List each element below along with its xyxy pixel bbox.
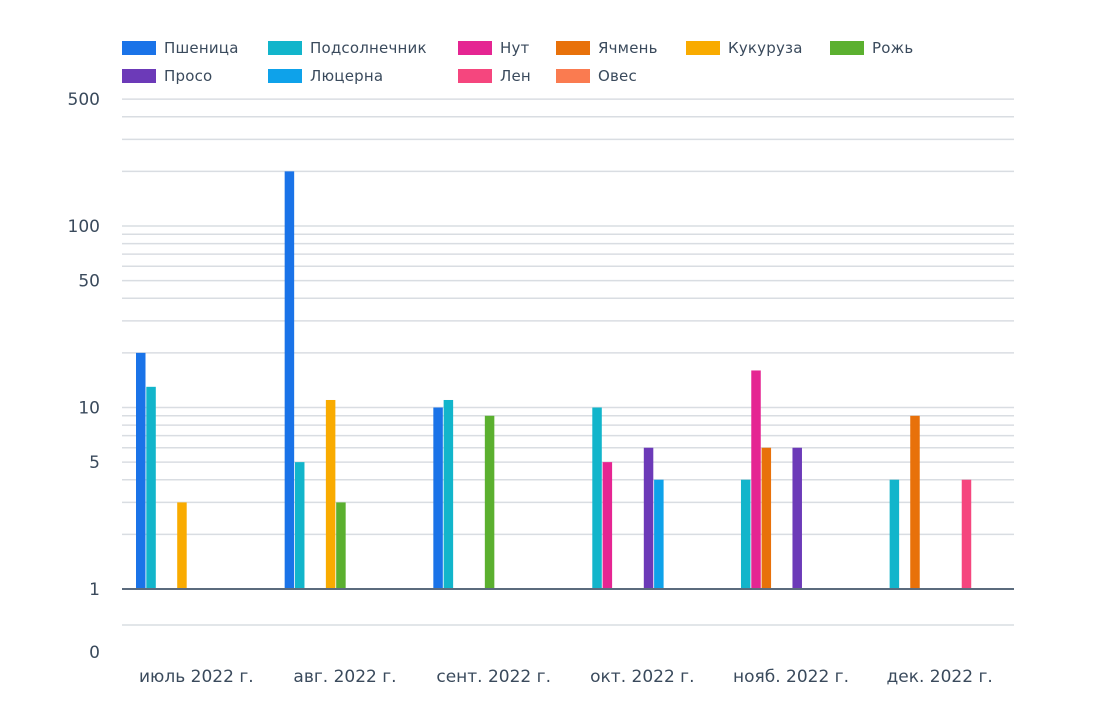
bar[interactable] <box>889 479 900 589</box>
legend-swatch <box>458 69 492 83</box>
legend-label: Пшеница <box>164 39 239 57</box>
x-tick-label: сент. 2022 г. <box>436 667 551 687</box>
bar[interactable] <box>325 399 336 589</box>
y-tick-label: 500 <box>68 90 100 110</box>
bar[interactable] <box>654 479 664 589</box>
legend-item[interactable]: Подсолнечник <box>268 39 458 57</box>
y-tick-label: 50 <box>78 272 100 292</box>
legend-swatch <box>556 69 590 83</box>
legend-item[interactable]: Рожь <box>830 39 930 57</box>
x-tick-label: июль 2022 г. <box>139 667 254 687</box>
legend-item[interactable]: Кукуруза <box>686 39 830 57</box>
legend-label: Лен <box>500 67 531 85</box>
bar[interactable] <box>294 462 305 589</box>
legend-swatch <box>268 69 302 83</box>
legend-swatch <box>268 41 302 55</box>
bar[interactable] <box>761 447 772 589</box>
legend-item[interactable]: Люцерна <box>268 67 458 85</box>
x-tick-label: окт. 2022 г. <box>590 667 694 687</box>
legend-swatch <box>686 41 720 55</box>
legend-label: Овес <box>598 67 637 85</box>
legend-label: Люцерна <box>310 67 384 85</box>
y-tick-label: 0 <box>89 643 100 663</box>
bar[interactable] <box>592 407 602 590</box>
bar[interactable] <box>602 462 613 589</box>
bar[interactable] <box>484 415 495 589</box>
bar[interactable] <box>136 352 146 589</box>
legend-swatch <box>122 69 156 83</box>
legend-swatch <box>122 41 156 55</box>
bar[interactable] <box>177 502 187 589</box>
gridlines <box>122 98 1014 626</box>
legend-swatch <box>830 41 864 55</box>
legend-label: Кукуруза <box>728 39 803 57</box>
y-tick-label: 5 <box>89 453 100 473</box>
bar[interactable] <box>284 171 295 590</box>
bar[interactable] <box>751 370 761 589</box>
x-axis: июль 2022 г. авг. 2022 г. сент. 2022 г. окт… <box>139 667 993 687</box>
x-tick-label: нояб. 2022 г. <box>733 667 849 687</box>
bar[interactable] <box>336 502 346 589</box>
legend: Пшеница Подсолнечник Нут Ячмень Кукуруза Рожь… <box>122 34 1022 90</box>
bar[interactable] <box>433 407 443 590</box>
bar[interactable] <box>961 479 972 589</box>
legend-item[interactable]: Ячмень <box>556 39 686 57</box>
bar[interactable] <box>146 386 156 589</box>
bar[interactable] <box>740 479 751 589</box>
legend-swatch <box>556 41 590 55</box>
bar[interactable] <box>643 447 654 589</box>
legend-row: Просо Люцерна Лен Овес <box>122 62 1022 90</box>
x-tick-label: авг. 2022 г. <box>293 667 396 687</box>
legend-label: Рожь <box>872 39 914 57</box>
bar[interactable] <box>910 415 920 589</box>
legend-item[interactable]: Овес <box>556 67 686 85</box>
legend-item[interactable]: Лен <box>458 67 556 85</box>
bars <box>136 171 972 590</box>
legend-label: Подсолнечник <box>310 39 427 57</box>
y-axis: 0 1 5 10 50 100 500 <box>68 90 100 663</box>
legend-row: Пшеница Подсолнечник Нут Ячмень Кукуруза Рожь <box>122 34 1022 62</box>
legend-item[interactable]: Просо <box>122 67 268 85</box>
bar[interactable] <box>443 399 454 589</box>
y-tick-label: 100 <box>68 217 100 237</box>
bar[interactable] <box>792 447 802 589</box>
legend-item[interactable]: Нут <box>458 39 556 57</box>
legend-label: Ячмень <box>598 39 658 57</box>
x-tick-label: дек. 2022 г. <box>887 667 993 687</box>
legend-label: Просо <box>164 67 213 85</box>
legend-label: Нут <box>500 39 530 57</box>
y-tick-label: 1 <box>89 580 100 600</box>
legend-swatch <box>458 41 492 55</box>
y-tick-label: 10 <box>78 399 100 419</box>
legend-item[interactable]: Пшеница <box>122 39 268 57</box>
